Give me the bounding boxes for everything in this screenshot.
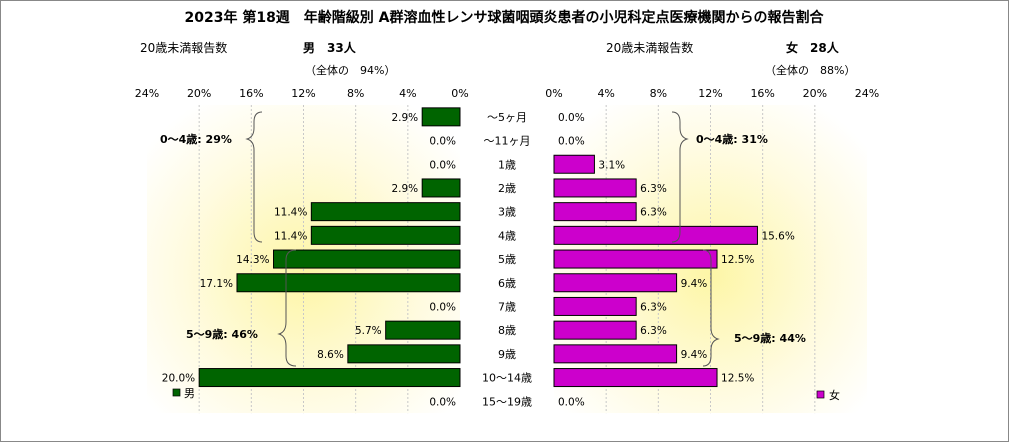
female-bar [553,202,637,222]
age-category-labels: ～5ヶ月 ～11ヶ月 1歳 2歳 3歳 4歳 5歳 6歳 7歳 8歳 9歳 10～14歳 15～19歳 [482,111,532,408]
female-bar [553,225,758,245]
male-bar-label: 0.0% [429,136,456,148]
male-bar [385,320,461,340]
age-category-label: 4歳 [498,229,516,242]
female-bar-label: 0.0% [558,136,585,148]
male-bar [198,368,461,388]
female-bar [553,320,637,340]
female-bar [553,368,718,388]
female-share-label: （全体の 88%） [765,63,855,77]
male-bar-label: 2.9% [391,183,418,195]
female-bar [553,178,637,198]
male-bar [310,225,461,245]
female-tick-label: 0% [545,87,562,100]
age-category-label: 3歳 [498,206,516,219]
female-bar-label: 12.5% [721,254,754,266]
female-bar-label: 9.4% [681,349,708,361]
chart-title: 2023年 第18週 年齢階級別 A群溶血性レンサ球菌咽頭炎患者の小児科定点医療… [184,9,824,26]
male-legend-label: 男 [184,387,195,400]
male-count-label: 男 33人 [303,40,357,55]
male-bar-label: 8.6% [317,349,344,361]
male-bar [421,178,461,198]
female-bar-label: 15.6% [761,230,794,242]
male-bar [421,107,461,127]
male-bar-label: 11.4% [274,230,307,242]
male-bar-label: 17.1% [200,278,233,290]
female-legend-label: 女 [829,388,840,402]
male-report-label: 20歳未満報告数 [140,40,227,55]
female-bar-label: 6.3% [640,183,667,195]
male-bar-label: 14.3% [236,254,269,266]
male-bar-label: 0.0% [429,159,456,171]
female-5-9-brace [702,249,720,367]
female-bar-label: 3.1% [598,159,625,171]
female-tick-label: 12% [698,87,722,100]
female-bar-label: 0.0% [558,396,585,408]
male-share-label: （全体の 94%） [305,63,395,77]
female-tick-label: 20% [803,87,827,100]
male-tick-label: 16% [239,87,263,100]
female-report-label: 20歳未満報告数 [606,40,693,55]
female-bar [553,344,678,364]
male-tick-label: 8% [347,87,364,100]
age-category-label: 7歳 [498,300,516,313]
female-bars: 0.0% 0.0% 3.1% 6.3% 6.3% 15.6% 12.5% 9.4% 6.3% 6.… [553,112,795,408]
brace-group [245,111,720,367]
female-count-label: 女 28人 [786,40,840,55]
male-bar [236,273,461,293]
age-category-label: 2歳 [498,182,516,195]
male-5-9-annotation: 5～9歳: 46% [186,327,258,341]
male-5-9-brace [277,249,297,367]
male-bar-label: 5.7% [355,325,382,337]
male-bar [347,344,461,364]
male-0-4-annotation: 0～4歳: 29% [160,132,232,146]
female-axis-ticks: 0% 4% 8% 12% 16% 20% 24% [545,87,879,100]
female-legend-swatch [816,390,825,399]
male-0-4-brace [245,111,263,243]
male-tick-label: 12% [291,87,315,100]
male-bar-label: 0.0% [429,301,456,313]
age-category-label: 6歳 [498,277,516,290]
female-tick-label: 8% [650,87,667,100]
female-0-4-brace [671,111,689,243]
female-bar-label: 6.3% [640,301,667,313]
male-bar [310,202,461,222]
age-category-label: 1歳 [498,158,516,171]
female-0-4-annotation: 0～4歳: 31% [696,132,768,146]
male-bar-label: 20.0% [162,373,195,385]
male-axis-ticks: 0% 4% 8% 12% 16% 20% 24% [135,87,469,100]
female-bar [553,249,718,269]
female-bar-label: 0.0% [558,112,585,124]
male-bar-label: 2.9% [391,112,418,124]
female-bar [553,296,637,316]
male-bar-label: 0.0% [429,396,456,408]
male-bar-label: 11.4% [274,207,307,219]
age-category-label: 10～14歳 [482,372,532,385]
female-bar-label: 9.4% [681,278,708,290]
male-bar [273,249,461,269]
male-legend-swatch [172,388,181,397]
age-category-label: 8歳 [498,324,516,337]
age-category-label: 5歳 [498,253,516,266]
female-bar-label: 6.3% [640,325,667,337]
female-tick-label: 4% [597,87,614,100]
female-bar-label: 12.5% [721,373,754,385]
female-bar-label: 6.3% [640,207,667,219]
female-bar [553,154,595,174]
age-category-label: ～11ヶ月 [484,135,531,148]
age-category-label: 15～19歳 [482,395,532,408]
female-tick-label: 24% [855,87,879,100]
male-bars: 2.9% 0.0% 0.0% 2.9% 11.4% 11.4% 14.3%17.1% 0.0%… [162,107,461,408]
age-category-label: ～5ヶ月 [487,111,527,124]
male-tick-label: 4% [399,87,416,100]
female-tick-label: 16% [750,87,774,100]
age-category-label: 9歳 [498,348,516,361]
female-bar [553,273,678,293]
male-tick-label: 20% [187,87,211,100]
female-5-9-annotation: 5～9歳: 44% [734,331,806,345]
male-tick-label: 0% [451,87,468,100]
male-tick-label: 24% [135,87,159,100]
